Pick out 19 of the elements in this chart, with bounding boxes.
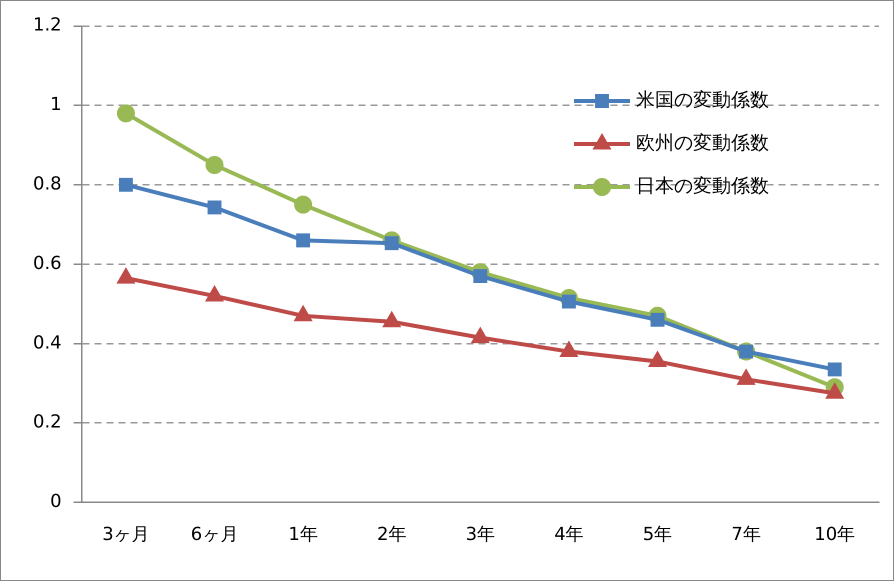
x-tick-label: 3ヶ月 bbox=[102, 524, 150, 545]
y-tick-label: 0.6 bbox=[32, 252, 62, 274]
y-tick-label: 0.2 bbox=[32, 412, 62, 433]
legend-label: 日本の変動係数 bbox=[636, 174, 769, 197]
x-tick-label: 2年 bbox=[376, 524, 406, 545]
x-tick-label: 4年 bbox=[554, 524, 584, 545]
legend-label: 欧州の変動係数 bbox=[636, 132, 769, 154]
x-tick-label: 3年 bbox=[466, 524, 496, 545]
y-tick-label: 1.2 bbox=[32, 14, 62, 36]
y-tick-label: 1 bbox=[50, 94, 62, 116]
y-tick-label: 0.4 bbox=[32, 332, 62, 354]
y-tick-label: 0.8 bbox=[32, 173, 62, 194]
x-tick-label: 5年 bbox=[642, 524, 672, 545]
x-tick-label: 6ヶ月 bbox=[190, 524, 238, 545]
x-tick-label: 10年 bbox=[814, 524, 856, 545]
y-tick-label: 0 bbox=[50, 491, 62, 512]
x-tick-label: 7年 bbox=[731, 524, 761, 545]
legend-label: 米国の変動係数 bbox=[636, 88, 769, 111]
x-tick-label: 1年 bbox=[288, 524, 318, 545]
